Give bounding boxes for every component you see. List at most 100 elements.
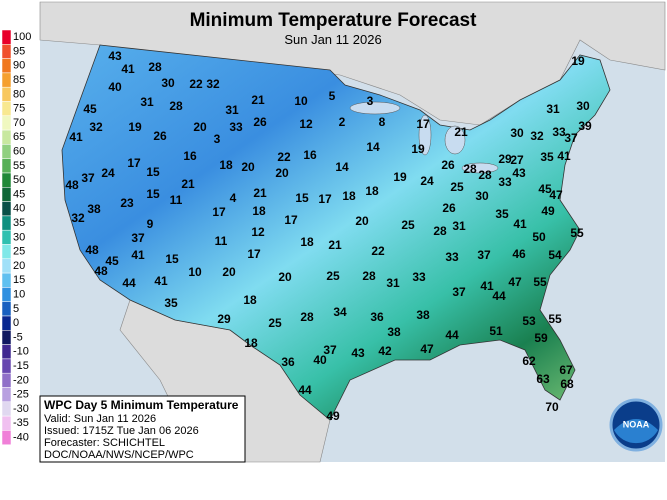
temperature-label: 18 [365,184,379,198]
temperature-label: 27 [510,153,524,167]
info-box [39,395,246,463]
temperature-label: 12 [251,225,265,239]
temperature-label: 36 [281,355,295,369]
temperature-label: 44 [492,289,506,303]
legend-label: 45 [13,188,25,200]
legend-label: 60 [13,145,25,157]
legend-swatch [1,272,12,288]
logo-wave [614,419,658,444]
legend-label: 80 [13,88,25,100]
temperature-label: 38 [387,325,401,339]
temperature-label: 36 [370,310,384,324]
legend-label: 30 [13,231,25,243]
temperature-label: 11 [170,193,183,207]
temperature-label: 55 [548,312,562,326]
temperature-label: 19 [571,54,585,68]
temperature-label: 26 [442,201,456,215]
temperature-label: 17 [247,247,261,261]
temperature-label: 24 [420,174,434,188]
legend-swatch [1,301,12,317]
temperature-label: 31 [140,95,154,109]
legend: 1009590858075706560555045403530252015105… [1,29,31,445]
temperature-label: 48 [94,264,108,278]
title: Minimum Temperature Forecast [190,10,478,31]
temperature-label: 45 [105,254,119,268]
temperature-label: 37 [323,343,337,357]
temperature-label: 11 [215,234,228,248]
legend-label: -15 [13,360,29,372]
temperature-label: 23 [120,196,134,210]
temperature-label: 48 [65,178,79,192]
temperature-label: 62 [522,354,536,368]
legend-label: -35 [13,417,29,429]
temperature-label: 31 [452,219,466,233]
temperature-label: 44 [445,328,459,342]
temperature-label: 54 [548,248,562,262]
temperature-label: 41 [480,279,494,293]
temperature-label: 28 [463,162,477,176]
temperature-label: 25 [450,180,464,194]
temperature-label: 25 [326,269,340,283]
legend-swatch [1,144,12,159]
temperature-label: 14 [335,160,349,174]
temperature-label: 15 [146,165,160,179]
legend-label: -10 [13,346,29,358]
temperature-label: 53 [522,314,536,328]
temperature-label: 30 [161,76,175,90]
temperature-label: 15 [165,252,179,266]
temperature-label: 49 [326,409,340,423]
temperature-label: 15 [295,191,309,205]
temperature-label: 44 [122,276,136,290]
legend-swatch [1,172,12,188]
temperature-label: 18 [244,336,258,350]
legend-swatch [1,358,12,374]
temperature-label: 19 [128,120,142,134]
legend-label: -20 [13,374,29,386]
temperature-label: 10 [188,265,202,279]
temperature-label: 24 [101,166,115,180]
temperature-label: 42 [378,344,392,358]
temperature-label: 38 [416,308,430,322]
temperature-label: 28 [148,60,162,74]
temperature-label: 63 [536,372,550,386]
lake [461,162,499,174]
legend-swatch [1,101,12,117]
legend-label: -40 [13,431,29,443]
legend-swatch [1,372,12,388]
temperature-label: 29 [217,312,231,326]
usa [61,44,611,421]
temperature-label: 20 [278,270,292,284]
subtitle: Sun Jan 11 2026 [284,32,381,47]
legend-swatch [1,415,12,431]
temperature-label: 21 [251,93,265,107]
temperature-label: 49 [541,204,555,218]
legend-swatch [1,129,12,145]
temperature-label: 22 [371,244,385,258]
temperature-label: 30 [576,99,590,113]
temperature-label: 22 [277,150,291,164]
temperature-label: 17 [127,156,141,170]
legend-swatch [1,401,12,417]
temperature-label: 68 [560,377,574,391]
temperature-label: 31 [225,103,239,117]
temperature-label: 29 [498,152,512,166]
temperature-label: 47 [508,275,522,289]
temperature-label: 10 [294,94,308,108]
temperature-label: 55 [533,275,547,289]
temperature-label: 26 [253,115,267,129]
temperature-label: 30 [510,126,524,140]
temperature-label: 55 [570,226,584,240]
temperature-label: 39 [578,119,592,133]
legend-swatch [1,158,12,174]
info-valid: Valid: Sun Jan 11 2026 [44,413,156,425]
legend-label: 100 [13,31,31,43]
temperature-label: 45 [538,182,552,196]
temperature-label: 18 [300,235,314,249]
lake [418,114,432,156]
temperature-label: 50 [532,230,546,244]
legend-label: 25 [13,246,25,258]
legend-label: 95 [13,45,25,57]
legend-swatch [1,258,12,274]
